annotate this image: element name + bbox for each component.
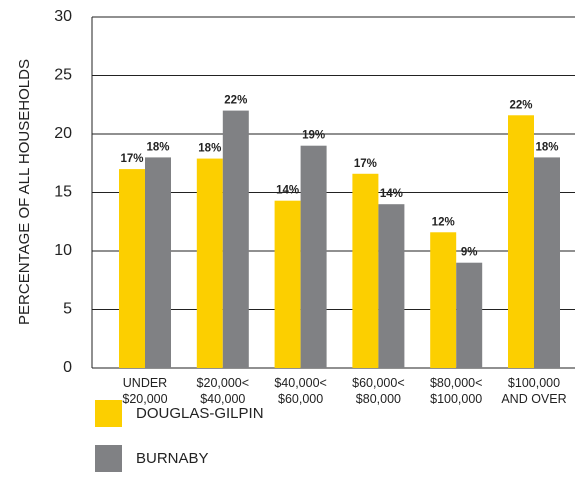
y-tick-label: 5 xyxy=(63,301,72,318)
bar xyxy=(222,110,249,368)
bar xyxy=(430,232,457,368)
bar xyxy=(196,158,223,368)
legend-swatch xyxy=(95,400,122,427)
value-label: 17% xyxy=(120,153,143,165)
bar xyxy=(300,145,327,368)
bar xyxy=(145,157,171,368)
y-tick-label: 0 xyxy=(63,359,72,376)
x-tick-label: UNDER $20,000 xyxy=(122,376,167,406)
x-tick-label: $60,000< $80,000 xyxy=(352,376,404,406)
x-tick-label: $40,000< $60,000 xyxy=(274,376,326,406)
bar xyxy=(378,204,405,368)
bar xyxy=(274,200,301,368)
legend-label: BURNABY xyxy=(136,450,209,467)
value-label: 9% xyxy=(461,247,478,259)
value-label: 18% xyxy=(535,141,558,153)
legend-swatch xyxy=(95,445,122,472)
value-label: 18% xyxy=(198,143,221,155)
bar xyxy=(508,115,534,368)
x-tick-label: $20,000< $40,000 xyxy=(197,376,249,406)
y-tick-label: 25 xyxy=(54,67,72,84)
y-tick-label: 15 xyxy=(54,184,72,201)
bar xyxy=(352,173,379,368)
legend-label: DOUGLAS-GILPIN xyxy=(136,405,264,422)
value-label: 22% xyxy=(509,99,532,111)
bar xyxy=(534,157,560,368)
x-tick-label: $80,000< $100,000 xyxy=(430,376,482,406)
value-label: 14% xyxy=(276,185,299,197)
x-tick-label: $100,000 AND OVER xyxy=(501,376,566,406)
value-label: 18% xyxy=(146,141,169,153)
value-label: 19% xyxy=(302,130,325,142)
y-axis-title: PERCENTAGE OF ALL HOUSEHOLDS xyxy=(16,59,33,325)
value-label: 22% xyxy=(224,95,247,107)
bar xyxy=(119,169,145,368)
bar xyxy=(456,262,483,368)
y-tick-label: 20 xyxy=(54,125,72,142)
y-tick-label: 10 xyxy=(54,242,72,259)
value-label: 12% xyxy=(432,216,455,228)
y-tick-label: 30 xyxy=(54,8,72,25)
value-label: 17% xyxy=(354,158,377,170)
value-label: 14% xyxy=(380,188,403,200)
